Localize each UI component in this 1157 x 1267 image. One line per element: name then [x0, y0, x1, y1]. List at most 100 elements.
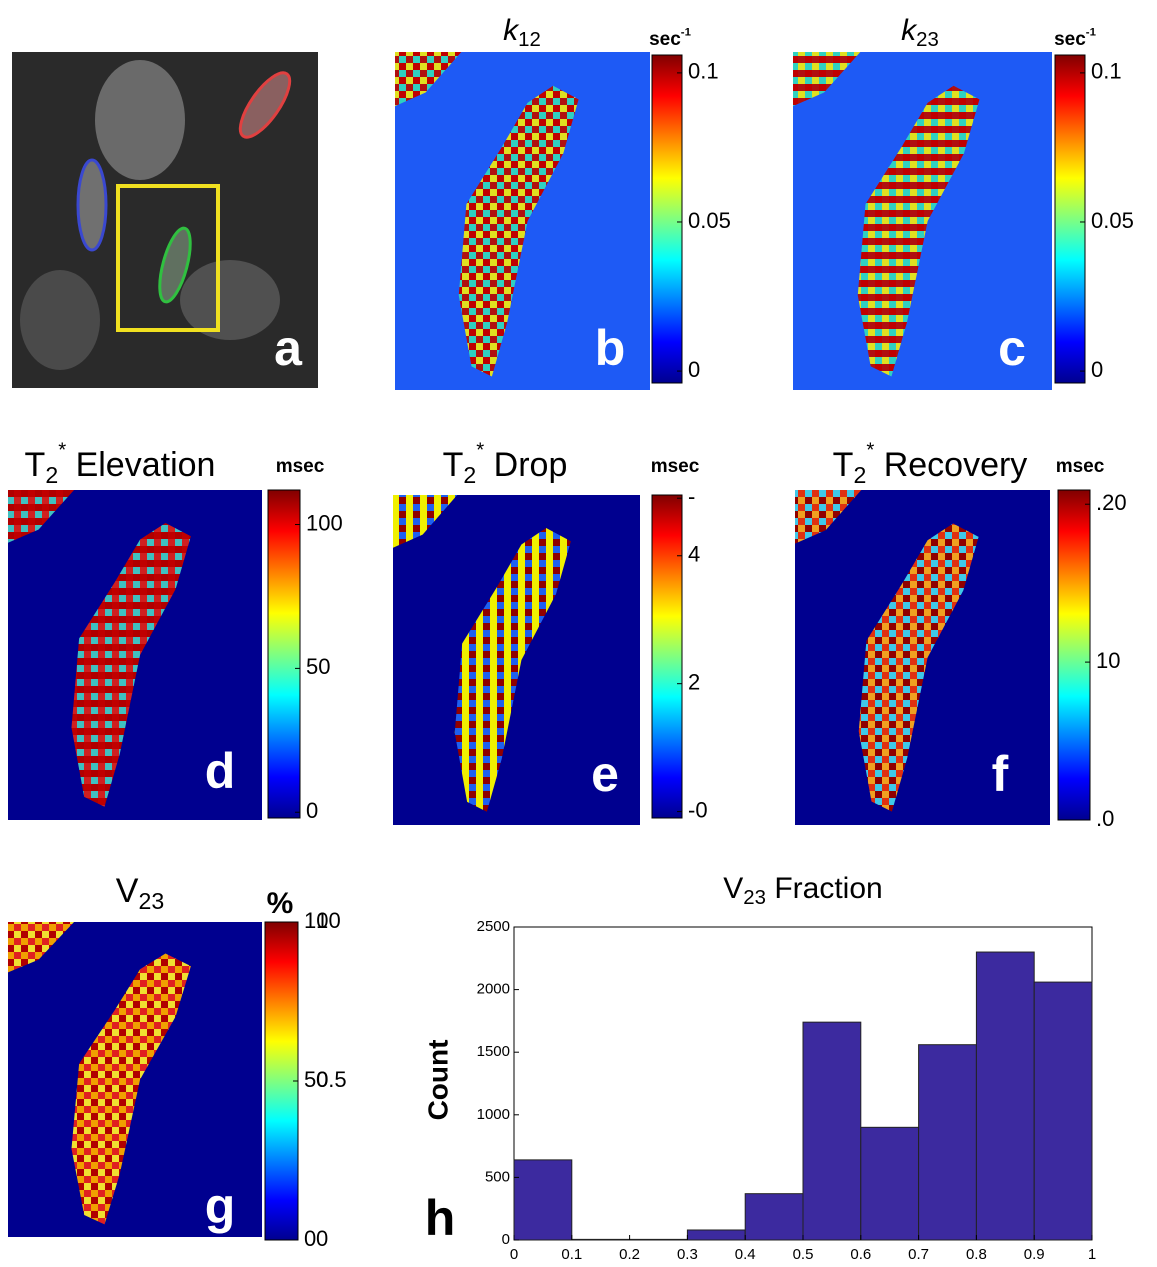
panel-title-sub: 12: [518, 29, 541, 51]
x-tick-label: 0.6: [850, 1246, 871, 1263]
histogram-bar: [860, 1126, 920, 1241]
tissue-region: [395, 52, 462, 107]
panel-letter: a: [274, 320, 303, 376]
colorbar-unit-main: msec: [651, 456, 700, 477]
histogram-bar: [918, 1044, 977, 1241]
y-axis-label: Count: [422, 1040, 453, 1121]
colorbar-unit: msec: [1056, 456, 1105, 477]
panel-title-main: k: [901, 14, 918, 47]
x-tick-label: 0.4: [735, 1246, 756, 1263]
panel-title-sub: 2: [463, 462, 476, 488]
histogram-bar: [1033, 981, 1093, 1241]
tissue-region: [454, 528, 571, 812]
colorbar-tick-label: 2: [688, 669, 700, 694]
x-tick-label: 0.1: [561, 1246, 582, 1263]
y-tick-label: 1000: [477, 1106, 510, 1123]
x-tick-label: 0.7: [908, 1246, 929, 1263]
panel-title-sub: 2: [45, 462, 58, 488]
colorbar: [267, 489, 301, 819]
tissue-region: [8, 490, 75, 543]
panel-title-sup: *: [58, 440, 66, 462]
panel-title-rest: Recovery: [874, 446, 1027, 484]
histogram-bar: [513, 1159, 573, 1241]
y-tick-label: 1500: [477, 1043, 510, 1060]
colorbar-unit: sec-1: [649, 26, 691, 50]
histogram-bar: [571, 1238, 631, 1241]
colorbar-tick-label: 50: [304, 1067, 328, 1092]
histogram-bar: [802, 1021, 862, 1241]
chart-title: V23 Fraction: [723, 872, 882, 909]
panel-title-sub: 23: [138, 888, 164, 914]
colorbar: [264, 921, 299, 1241]
colorbar-unit: sec-1: [1054, 26, 1096, 50]
colorbar-tick-label: 100: [304, 908, 341, 933]
colorbar-unit-main: sec: [1054, 29, 1086, 50]
y-tick-label: 2500: [477, 918, 510, 935]
panel-title-rest: Drop: [484, 446, 567, 484]
colorbar-unit: %: [267, 887, 294, 920]
colorbar-tick-label: 0: [306, 798, 318, 823]
map-image: [8, 490, 262, 820]
colorbar-tick-label: 100: [306, 510, 343, 535]
colorbar-tick-label: .0: [1096, 806, 1114, 831]
map-image: [395, 52, 650, 390]
map-image: [795, 490, 1050, 825]
tissue-region: [793, 52, 861, 107]
panel-title-main: T: [833, 446, 854, 484]
x-tick-label: 0.5: [793, 1246, 814, 1263]
panel-title-main: T: [25, 446, 46, 484]
panel-letter: d: [205, 743, 236, 799]
colorbar-tick-label: 0: [316, 1226, 328, 1251]
tissue-region: [858, 523, 979, 812]
tissue-region: [458, 85, 579, 377]
panel-title-main: T: [443, 446, 464, 484]
colorbar-unit-main: %: [267, 887, 294, 920]
panel-letter: f: [992, 746, 1009, 802]
panel-a-image: [12, 52, 318, 388]
x-tick-label: 0.9: [1024, 1246, 1045, 1263]
chart-title-sub: 23: [743, 887, 766, 909]
colorbar-unit-sup: -1: [1086, 26, 1097, 38]
colorbar-tick-label: 1: [316, 908, 328, 933]
colorbar: [1057, 489, 1091, 821]
colorbar-tick-label: 0.5: [316, 1067, 347, 1092]
y-tick-label: 500: [485, 1168, 510, 1185]
colorbar-tick-label: 0: [688, 357, 700, 382]
y-tick-label: 2000: [477, 981, 510, 998]
colorbar-tick-label: 0.1: [688, 59, 719, 84]
histogram-bar: [686, 1229, 746, 1241]
panel-letter: c: [998, 320, 1026, 376]
panel-title-sub: 23: [916, 29, 939, 51]
chart-title-main: V: [723, 872, 743, 905]
tissue-region: [71, 523, 191, 807]
colorbar-tick-label: 50: [306, 654, 330, 679]
panel-title-sup: *: [866, 440, 874, 462]
x-tick-label: 1: [1088, 1246, 1096, 1263]
colorbar-unit-sup: -1: [681, 26, 692, 38]
panel-title: V23: [116, 872, 164, 914]
colorbar-tick-label: 0: [1091, 357, 1103, 382]
map-image: [393, 495, 640, 825]
panel-title-sub: 2: [853, 462, 866, 488]
colorbar-unit: msec: [651, 456, 700, 477]
panel-letter: b: [595, 320, 626, 376]
colorbar-unit-main: sec: [649, 29, 681, 50]
panel-title: T2* Recovery: [833, 440, 1028, 488]
map-image: [8, 922, 262, 1237]
x-tick-label: 0.8: [966, 1246, 987, 1263]
x-tick-label: 0.3: [677, 1246, 698, 1263]
y-tick-label: 0: [502, 1231, 510, 1248]
colorbar-tick-label: 4: [688, 542, 700, 567]
tissue-region: [8, 922, 75, 973]
colorbar: [651, 54, 683, 384]
tissue-region: [795, 490, 862, 544]
panel-title-sup: *: [476, 440, 484, 462]
colorbar-tick-label: 0.05: [688, 208, 731, 233]
colorbar-unit-main: msec: [1056, 456, 1105, 477]
colorbar: [1054, 54, 1086, 384]
colorbar-tick-label: 0.05: [1091, 208, 1134, 233]
colorbar-tick-label: -: [688, 484, 695, 509]
panel-title: T2* Drop: [443, 440, 568, 488]
histogram-bar: [629, 1238, 688, 1241]
